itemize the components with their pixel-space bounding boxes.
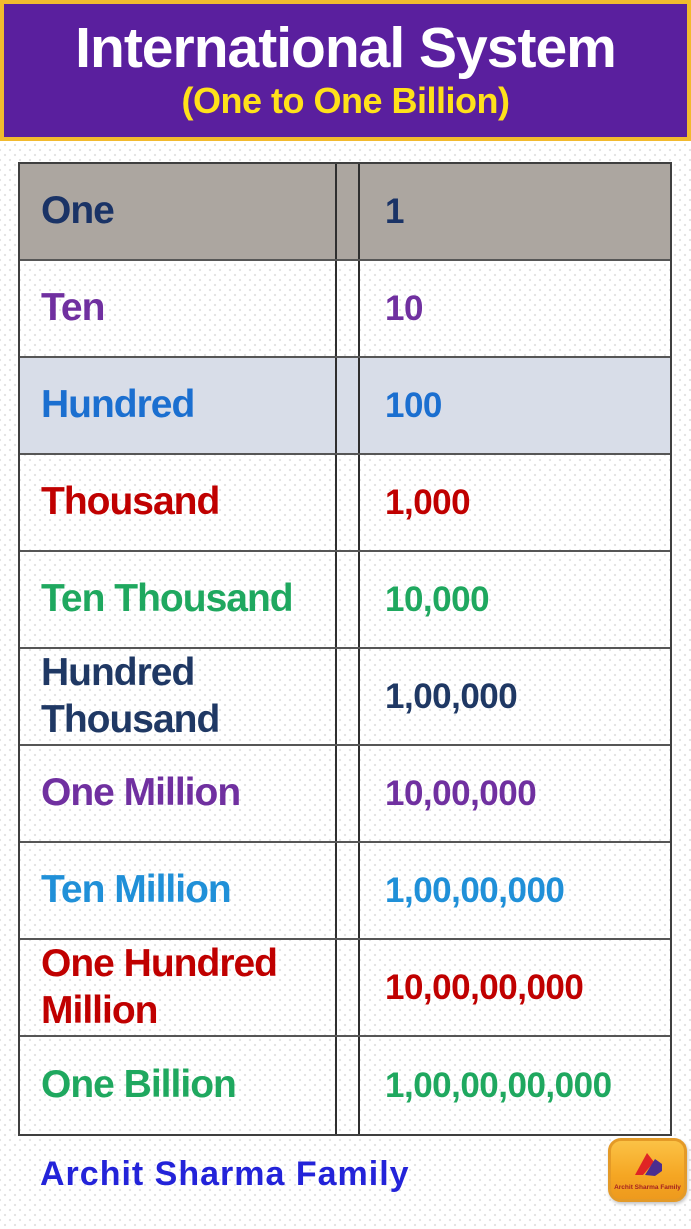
table-row: One Million 10,00,000 xyxy=(20,746,670,843)
table-row: Ten Thousand 10,000 xyxy=(20,552,670,649)
table-row: One Billion 1,00,00,00,000 xyxy=(20,1037,670,1134)
page-subtitle: (One to One Billion) xyxy=(181,80,510,122)
column-divider xyxy=(335,843,360,938)
column-divider xyxy=(335,455,360,550)
number-name: One Billion xyxy=(41,1063,237,1107)
table-row: Hundred Thousand 1,00,000 xyxy=(20,649,670,746)
table-row: Thousand 1,000 xyxy=(20,455,670,552)
credit-text: Archit Sharma Family xyxy=(40,1154,410,1193)
number-value: 1,00,00,000 xyxy=(385,870,565,910)
number-name: Ten xyxy=(41,286,105,330)
table-row: Hundred 100 xyxy=(20,358,670,455)
column-divider xyxy=(335,746,360,841)
number-value: 10 xyxy=(385,288,423,328)
number-table: One 1 Ten 10 Hundred 100 Thousand 1,000 … xyxy=(18,162,672,1136)
number-value: 1 xyxy=(385,191,404,231)
stylized-a-icon xyxy=(634,1153,662,1176)
column-divider xyxy=(335,552,360,647)
column-divider xyxy=(335,1037,360,1134)
table-row: One 1 xyxy=(20,164,670,261)
number-value: 10,00,00,000 xyxy=(385,967,584,1007)
number-value: 1,00,00,00,000 xyxy=(385,1065,612,1105)
number-value: 1,000 xyxy=(385,482,471,522)
number-name: One xyxy=(41,189,115,233)
header-banner: International System (One to One Billion… xyxy=(0,0,691,141)
footer: Archit Sharma Family Archit Sharma Famil… xyxy=(0,1136,691,1202)
table-row: Ten Million 1,00,00,000 xyxy=(20,843,670,940)
number-name: Ten Million xyxy=(41,868,232,912)
number-name: Hundred xyxy=(41,383,195,427)
page-title: International System xyxy=(75,15,617,80)
column-divider xyxy=(335,164,360,259)
table-row: Ten 10 xyxy=(20,261,670,358)
column-divider xyxy=(335,649,360,744)
column-divider xyxy=(335,261,360,356)
column-divider xyxy=(335,358,360,453)
number-name: Ten Thousand xyxy=(41,577,294,621)
number-name: Thousand xyxy=(41,480,220,524)
column-divider xyxy=(335,940,360,1035)
number-name: Hundred Thousand xyxy=(41,651,220,741)
number-value: 10,00,000 xyxy=(385,773,537,813)
family-logo: Archit Sharma Family xyxy=(608,1138,687,1202)
table-row: One Hundred Million 10,00,00,000 xyxy=(20,940,670,1037)
number-name: One Hundred Million xyxy=(41,942,278,1032)
number-value: 10,000 xyxy=(385,579,490,619)
logo-caption: Archit Sharma Family xyxy=(614,1184,681,1191)
number-value: 100 xyxy=(385,385,442,425)
number-value: 1,00,000 xyxy=(385,676,518,716)
number-name: One Million xyxy=(41,771,241,815)
